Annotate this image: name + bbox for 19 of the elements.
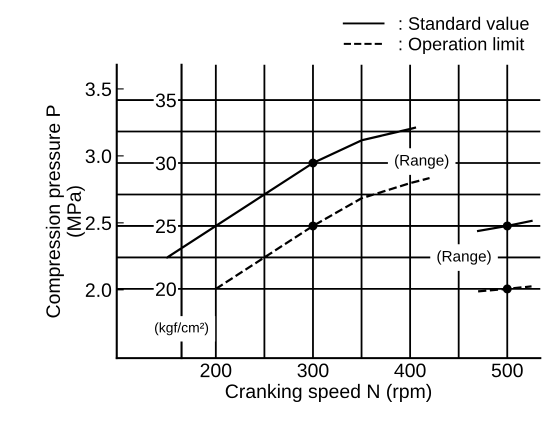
legend-label: : Operation limit [400, 37, 524, 54]
y-tick-label: 2.0 [86, 283, 112, 298]
x-tick-label: 300 [297, 364, 328, 378]
y-tick-label: 3.5 [86, 82, 112, 96]
y2-tick-label: 35 [156, 94, 176, 108]
y-tick-label: 3.0 [86, 149, 112, 164]
x-tick-label: 400 [394, 364, 426, 378]
y2-tick-label: 25 [156, 219, 176, 234]
y2-tick-label: 20 [156, 282, 176, 296]
x-tick-label: 200 [200, 364, 232, 378]
y-tick-label: 2.5 [86, 216, 112, 230]
x-axis-title: Cranking speed N (rpm) [226, 384, 432, 402]
annotation: (Range) [395, 154, 448, 169]
y2-tick-label: 30 [156, 156, 176, 170]
legend-label: : Standard value [400, 16, 529, 30]
y2-axis-title: (kgf/cm²) [155, 322, 208, 336]
y-axis-title: Compression pressure P (MPa) [46, 105, 85, 318]
annotation: (Range) [437, 250, 491, 265]
x-tick-label: 500 [492, 364, 523, 378]
